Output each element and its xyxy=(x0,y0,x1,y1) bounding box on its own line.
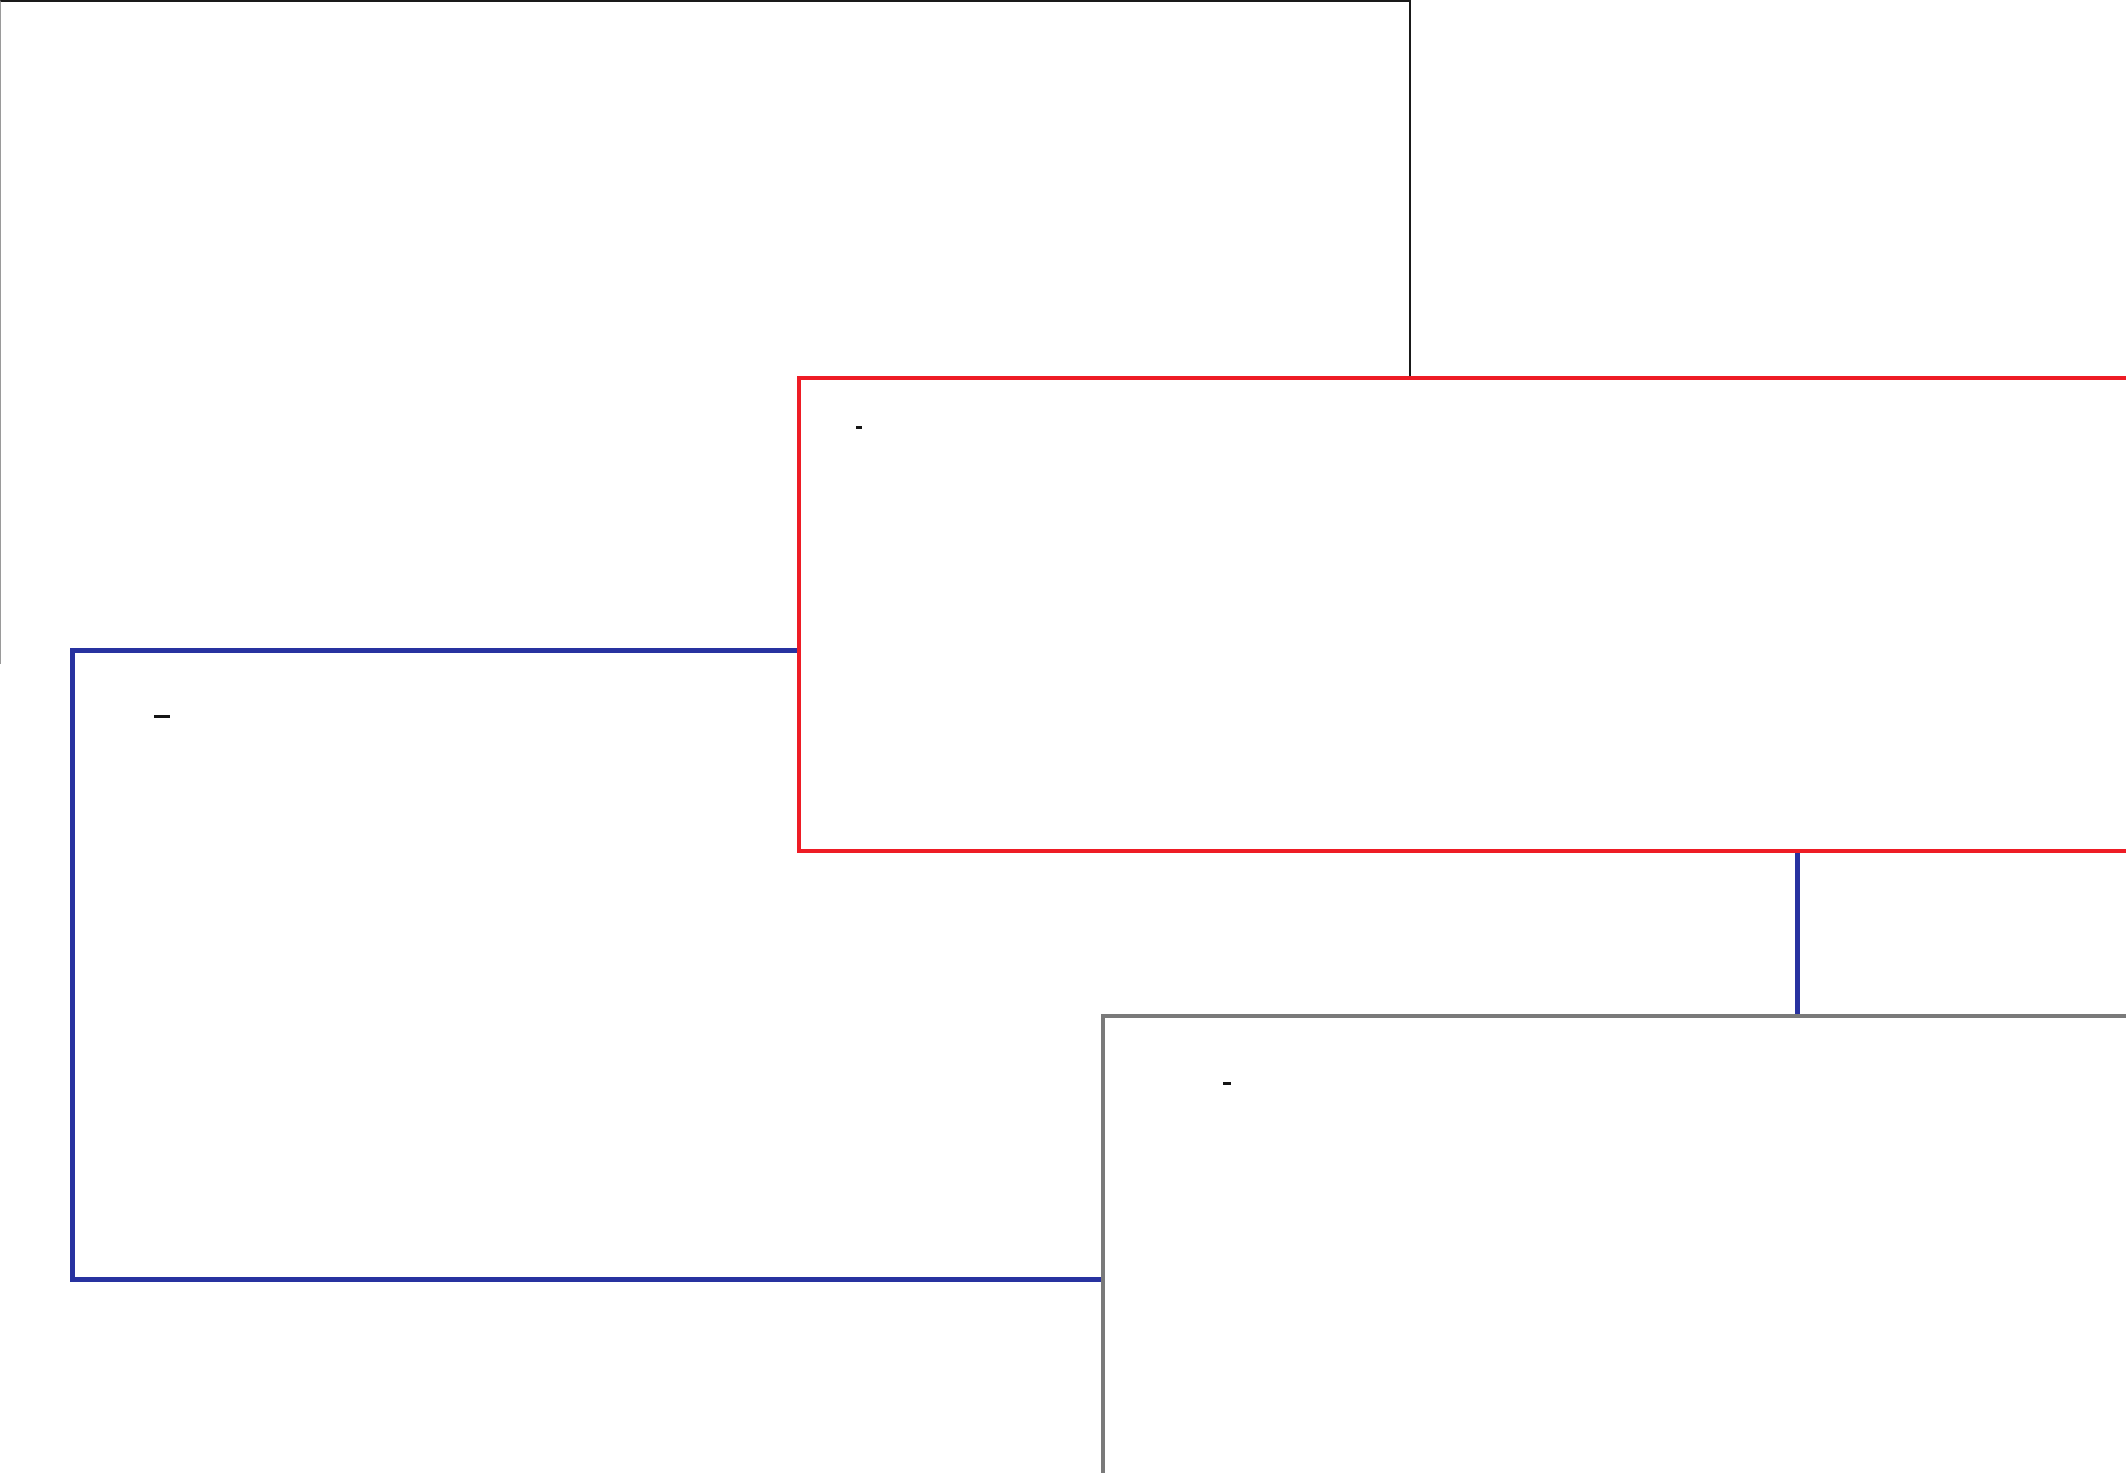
long-term-log-panel[interactable] xyxy=(797,376,2126,853)
long-term-log-title xyxy=(816,386,862,458)
general-battery-title xyxy=(107,667,170,751)
thresholds-title xyxy=(1176,1034,1231,1118)
excel-battery-report-page xyxy=(0,0,2126,1473)
thresholds-panel[interactable] xyxy=(1101,1014,2126,1473)
